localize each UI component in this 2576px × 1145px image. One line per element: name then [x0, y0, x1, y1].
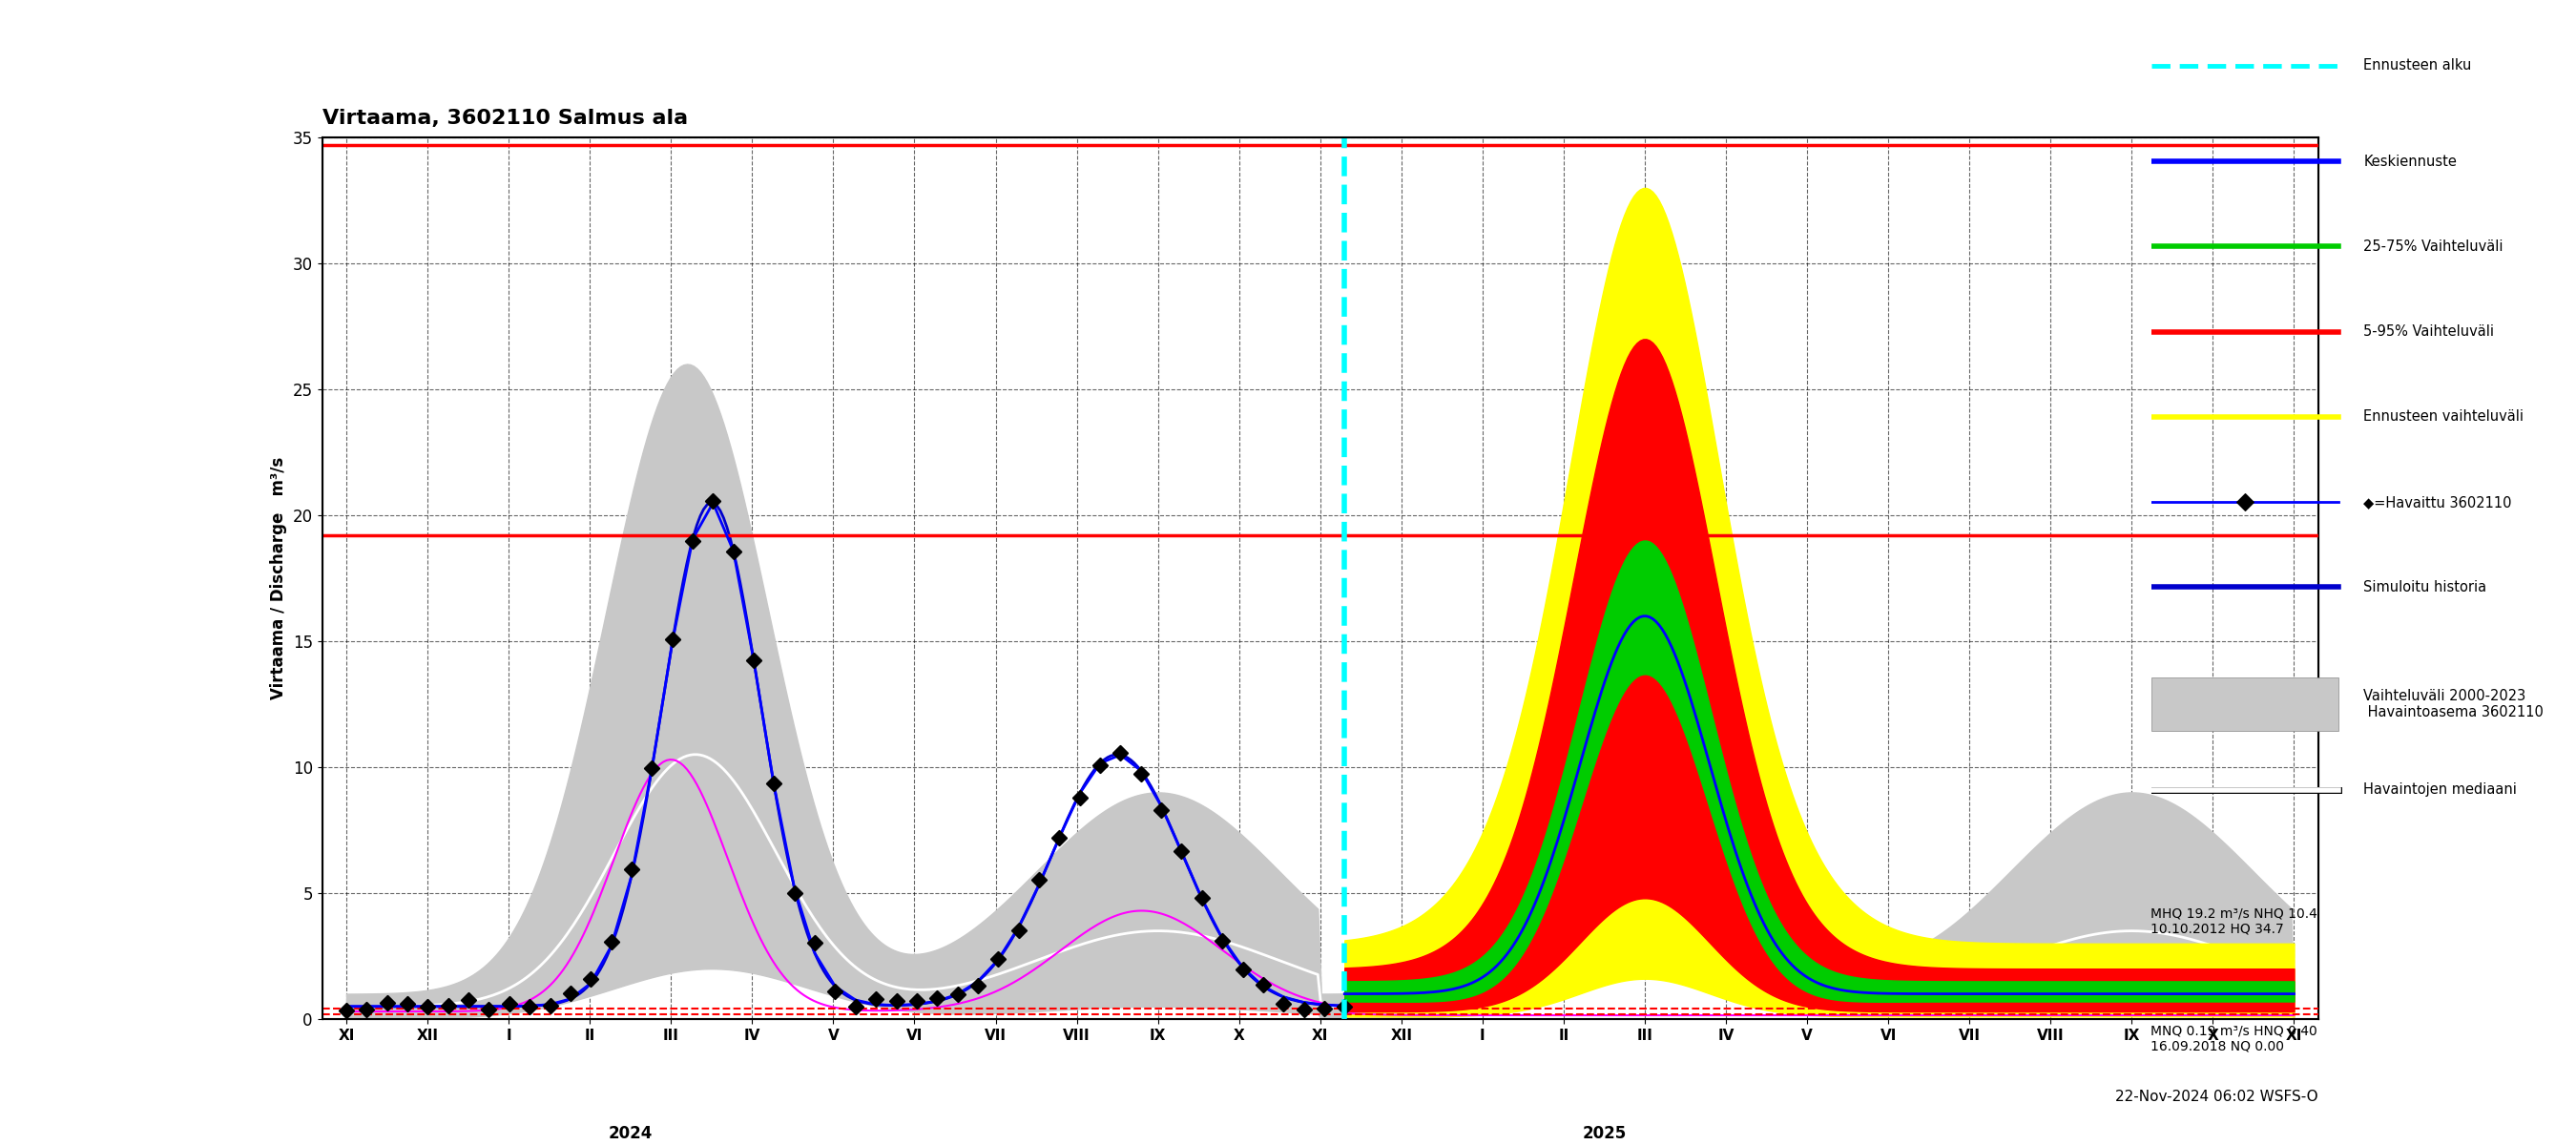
- Point: [469, 1001, 510, 1019]
- Point: [611, 860, 652, 878]
- Text: Simuloitu historia: Simuloitu historia: [2365, 581, 2486, 594]
- Point: [366, 994, 407, 1012]
- Point: [510, 997, 551, 1016]
- Point: [855, 989, 896, 1008]
- Point: [793, 934, 835, 953]
- Point: [1079, 756, 1121, 774]
- Point: [531, 996, 572, 1014]
- Text: ◆=Havaittu 3602110: ◆=Havaittu 3602110: [2365, 495, 2512, 510]
- Point: [835, 997, 876, 1016]
- Text: MNQ 0.19 m³/s HNQ 0.40
16.09.2018 NQ 0.00: MNQ 0.19 m³/s HNQ 0.40 16.09.2018 NQ 0.0…: [2151, 1024, 2318, 1052]
- Text: 5-95% Vaihteluväli: 5-95% Vaihteluväli: [2365, 324, 2494, 339]
- Point: [1324, 997, 1365, 1016]
- Point: [714, 543, 755, 561]
- Point: [2223, 492, 2264, 511]
- Point: [693, 492, 734, 511]
- Point: [1262, 995, 1303, 1013]
- Point: [1303, 1000, 1345, 1018]
- Point: [1242, 976, 1283, 994]
- Point: [1038, 829, 1079, 847]
- Text: 2025: 2025: [1582, 1124, 1625, 1142]
- Point: [1018, 870, 1059, 889]
- Point: [1203, 932, 1244, 950]
- Point: [876, 993, 917, 1011]
- Point: [1221, 961, 1262, 979]
- Text: 22-Nov-2024 06:02 WSFS-O: 22-Nov-2024 06:02 WSFS-O: [2115, 1090, 2318, 1104]
- Text: Havaintojen mediaani: Havaintojen mediaani: [2365, 782, 2517, 797]
- Point: [631, 759, 672, 777]
- Point: [979, 950, 1020, 969]
- Point: [590, 933, 631, 951]
- Point: [1059, 789, 1100, 807]
- Point: [773, 884, 814, 902]
- Point: [734, 652, 775, 670]
- Point: [549, 985, 590, 1003]
- Point: [325, 1002, 366, 1020]
- Point: [917, 989, 958, 1008]
- Text: Keskiennuste: Keskiennuste: [2365, 155, 2458, 168]
- Point: [1141, 802, 1182, 820]
- Text: Vaihteluväli 2000-2023
 Havaintoasema 3602110: Vaihteluväli 2000-2023 Havaintoasema 360…: [2365, 689, 2543, 720]
- Point: [652, 630, 693, 648]
- Point: [938, 985, 979, 1003]
- Point: [997, 922, 1038, 940]
- Point: [896, 992, 938, 1010]
- Text: Ennusteen vaihteluväli: Ennusteen vaihteluväli: [2365, 410, 2524, 424]
- Point: [428, 996, 469, 1014]
- Bar: [2151, 678, 2339, 731]
- Point: [672, 531, 714, 550]
- Point: [814, 982, 855, 1001]
- Text: MHQ 19.2 m³/s NHQ 10.4
10.10.2012 HQ 34.7: MHQ 19.2 m³/s NHQ 10.4 10.10.2012 HQ 34.…: [2151, 907, 2318, 935]
- Point: [755, 774, 796, 792]
- Point: [1162, 842, 1203, 860]
- Point: [569, 970, 611, 988]
- Text: Virtaama, 3602110 Salmus ala: Virtaama, 3602110 Salmus ala: [322, 109, 688, 128]
- Point: [386, 994, 428, 1012]
- Point: [1100, 743, 1141, 761]
- Point: [345, 1000, 386, 1018]
- Point: [407, 997, 448, 1016]
- Text: 25-75% Vaihteluväli: 25-75% Vaihteluväli: [2365, 239, 2504, 254]
- Point: [489, 995, 531, 1013]
- Point: [1182, 889, 1224, 907]
- Text: Ennusteen alku: Ennusteen alku: [2365, 58, 2470, 72]
- Point: [958, 977, 999, 995]
- Y-axis label: Virtaama / Discharge   m³/s: Virtaama / Discharge m³/s: [270, 457, 289, 700]
- Point: [1121, 764, 1162, 782]
- Text: 2024: 2024: [608, 1124, 652, 1142]
- Point: [1283, 1001, 1324, 1019]
- Point: [448, 990, 489, 1009]
